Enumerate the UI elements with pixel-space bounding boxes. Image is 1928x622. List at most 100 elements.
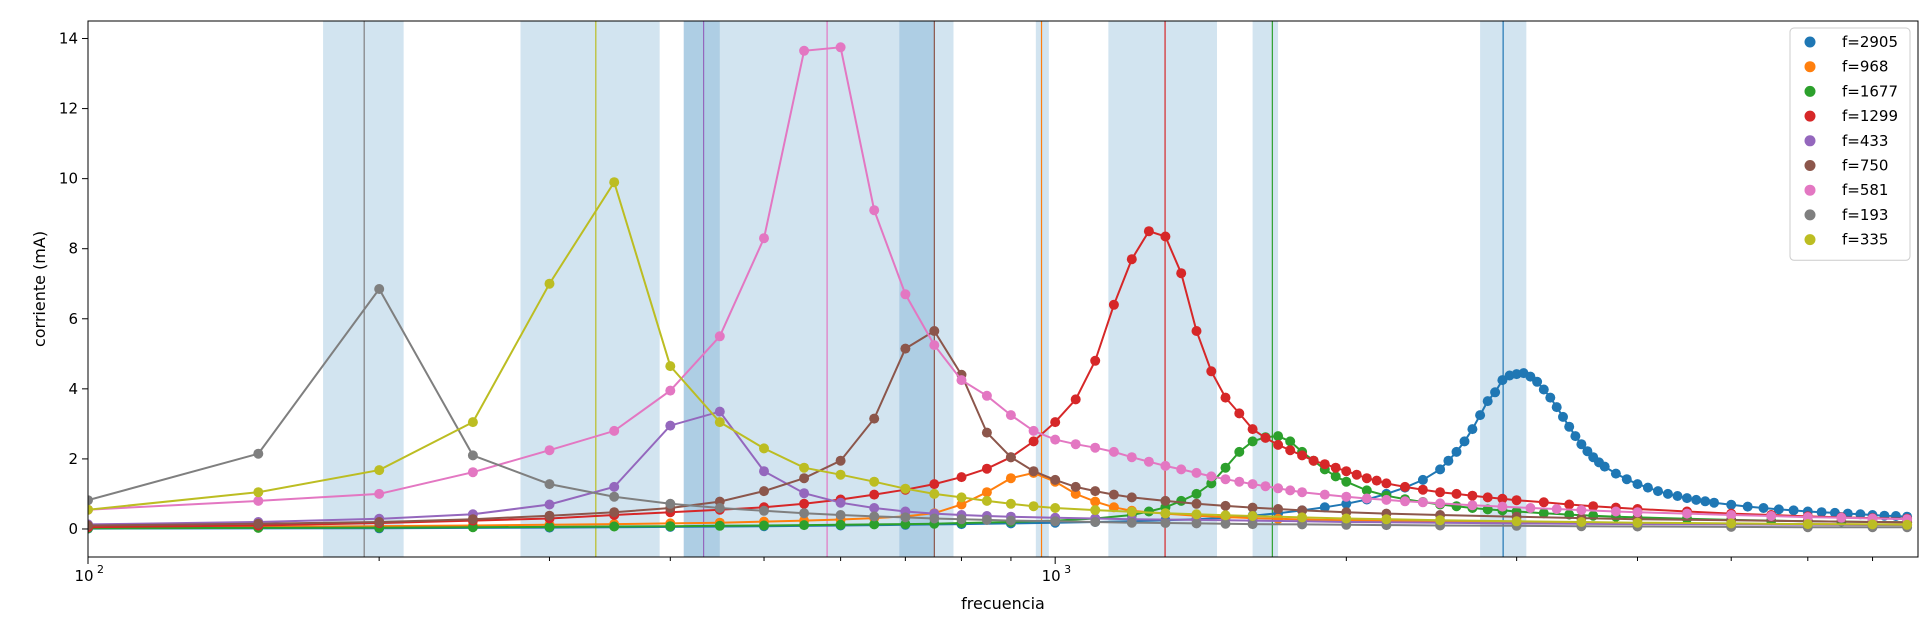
data-point bbox=[956, 472, 967, 483]
data-point bbox=[253, 518, 264, 529]
data-point bbox=[1126, 452, 1137, 463]
y-tick-label: 8 bbox=[68, 240, 78, 258]
data-point bbox=[1545, 392, 1556, 403]
legend-marker bbox=[1804, 234, 1816, 246]
data-point bbox=[1028, 466, 1039, 477]
data-point bbox=[374, 465, 385, 476]
data-point bbox=[1564, 499, 1575, 510]
legend-marker bbox=[1804, 209, 1816, 221]
data-point bbox=[1400, 481, 1410, 492]
data-point bbox=[1662, 488, 1673, 499]
data-point bbox=[609, 425, 620, 436]
legend-box bbox=[1789, 27, 1911, 261]
data-point bbox=[929, 488, 940, 499]
data-point bbox=[1802, 519, 1813, 530]
data-point bbox=[869, 413, 880, 424]
data-point bbox=[835, 519, 846, 530]
data-point bbox=[1070, 488, 1081, 499]
data-point bbox=[799, 462, 810, 473]
data-point bbox=[1435, 487, 1446, 498]
data-point bbox=[1475, 410, 1486, 421]
data-point bbox=[1028, 501, 1039, 512]
data-point bbox=[1273, 513, 1284, 524]
data-point bbox=[1220, 462, 1231, 473]
series-6 bbox=[88, 42, 1913, 525]
data-point bbox=[956, 375, 967, 386]
data-point bbox=[759, 466, 769, 477]
data-point bbox=[799, 45, 810, 56]
data-point bbox=[1005, 498, 1016, 509]
series-line-8 bbox=[88, 179, 1908, 526]
data-point bbox=[1511, 516, 1522, 527]
data-point bbox=[1126, 492, 1137, 503]
data-point bbox=[1742, 501, 1753, 512]
data-point bbox=[1341, 498, 1352, 509]
data-point bbox=[714, 417, 725, 428]
data-point bbox=[1538, 384, 1549, 395]
data-point bbox=[981, 487, 992, 498]
data-point bbox=[1108, 299, 1119, 310]
data-point bbox=[1435, 464, 1446, 475]
data-point bbox=[544, 521, 555, 532]
data-point bbox=[1381, 514, 1392, 525]
data-point bbox=[1191, 498, 1202, 509]
legend-label: f=581 bbox=[1842, 181, 1888, 199]
data-point bbox=[900, 289, 911, 300]
data-point bbox=[1234, 446, 1245, 457]
data-point bbox=[1260, 481, 1271, 492]
data-point bbox=[1160, 495, 1171, 506]
data-point bbox=[1417, 474, 1428, 485]
data-point bbox=[1451, 501, 1462, 512]
data-point bbox=[835, 42, 846, 53]
data-point bbox=[374, 517, 385, 527]
data-point bbox=[1467, 490, 1478, 501]
data-point bbox=[1632, 507, 1643, 518]
data-point bbox=[714, 520, 725, 531]
data-point bbox=[799, 488, 810, 499]
data-point bbox=[1341, 466, 1352, 477]
data-point bbox=[1247, 511, 1258, 521]
data-point bbox=[1247, 436, 1258, 447]
data-point bbox=[1482, 396, 1493, 407]
data-point bbox=[544, 445, 555, 456]
data-point bbox=[1191, 518, 1202, 529]
data-point bbox=[1206, 478, 1217, 489]
data-point bbox=[1297, 519, 1308, 530]
data-point bbox=[1726, 499, 1737, 510]
data-point bbox=[799, 508, 810, 519]
data-point bbox=[1247, 479, 1258, 490]
data-point bbox=[981, 427, 992, 438]
data-point bbox=[1273, 431, 1284, 442]
data-point bbox=[88, 504, 93, 515]
data-point bbox=[1191, 509, 1202, 520]
data-point bbox=[1497, 493, 1508, 504]
data-point bbox=[1632, 517, 1643, 528]
data-point bbox=[1160, 518, 1171, 528]
data-point bbox=[1381, 494, 1392, 505]
legend: f=2905 f=968 f=1677 f=1299 f=433 f=750 f=581 f=… bbox=[1789, 27, 1911, 261]
data-point bbox=[467, 450, 478, 461]
data-point bbox=[1653, 486, 1663, 497]
data-point bbox=[1220, 500, 1231, 511]
data-point bbox=[1206, 366, 1217, 377]
data-point bbox=[869, 511, 880, 522]
legend-label: f=193 bbox=[1842, 206, 1888, 224]
data-point bbox=[1273, 504, 1284, 514]
data-point bbox=[1610, 468, 1621, 479]
data-point bbox=[1273, 483, 1284, 494]
data-point bbox=[1220, 518, 1231, 529]
data-point bbox=[835, 497, 846, 508]
data-point bbox=[1330, 471, 1341, 482]
data-point bbox=[981, 390, 992, 401]
data-point bbox=[1050, 474, 1061, 485]
data-point bbox=[1726, 518, 1737, 529]
legend-label: f=433 bbox=[1842, 132, 1888, 150]
band-0 bbox=[323, 21, 404, 557]
data-point bbox=[1050, 434, 1061, 445]
data-point bbox=[1108, 502, 1119, 513]
data-point bbox=[1070, 481, 1081, 492]
data-point bbox=[1273, 439, 1284, 450]
data-point bbox=[956, 514, 967, 525]
data-point bbox=[1330, 462, 1341, 473]
